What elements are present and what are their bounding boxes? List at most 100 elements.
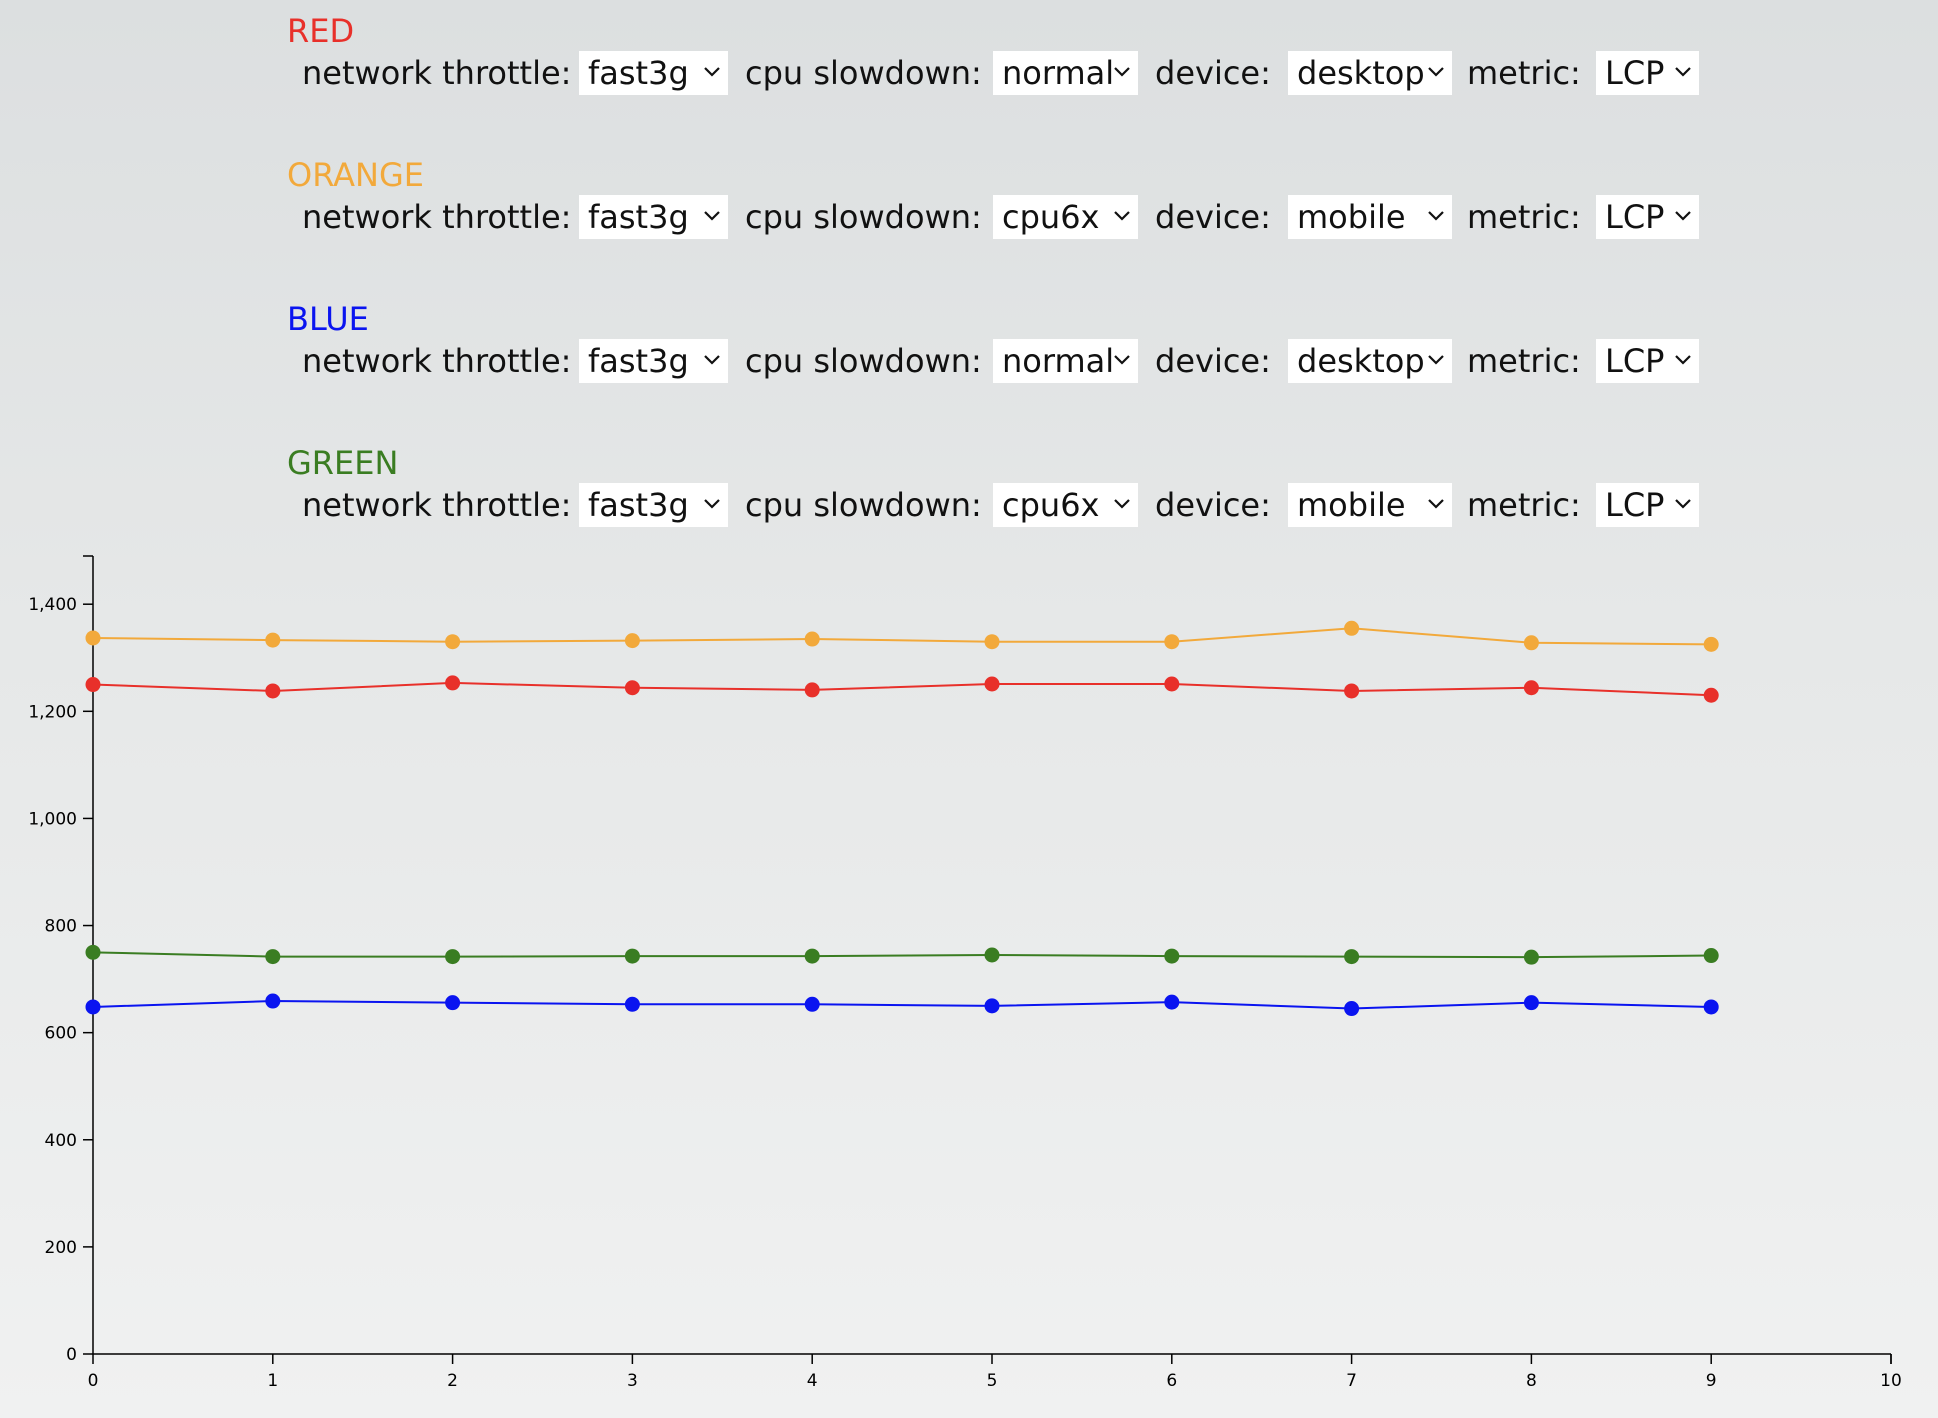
data-point bbox=[1523, 995, 1539, 1011]
network-throttle-select[interactable]: fast3g bbox=[579, 51, 728, 95]
y-tick-label: 800 bbox=[45, 917, 77, 937]
config-name-label: BLUE bbox=[287, 300, 369, 338]
metric-select[interactable]: LCP bbox=[1596, 195, 1699, 239]
metric-label: metric: bbox=[1467, 54, 1581, 92]
x-tick-label: 9 bbox=[1706, 1371, 1717, 1391]
chevron-down-icon bbox=[1114, 355, 1130, 365]
x-tick-label: 10 bbox=[1880, 1371, 1902, 1391]
device-select-value: mobile bbox=[1297, 486, 1406, 524]
data-point bbox=[85, 630, 101, 646]
chevron-down-icon bbox=[704, 499, 720, 509]
network-throttle-label: network throttle: bbox=[302, 342, 572, 380]
config-controls: network throttle: cpu slowdown: device: met… bbox=[287, 51, 1747, 95]
data-point bbox=[1164, 994, 1180, 1010]
data-point bbox=[984, 676, 1000, 692]
cpu-slowdown-select-value: normal bbox=[1002, 54, 1115, 92]
x-tick-label: 0 bbox=[88, 1371, 99, 1391]
metric-label: metric: bbox=[1467, 198, 1581, 236]
device-label: device: bbox=[1155, 54, 1271, 92]
device-select-value: desktop bbox=[1297, 342, 1425, 380]
cpu-slowdown-select[interactable]: cpu6x bbox=[993, 483, 1138, 527]
device-select[interactable]: mobile bbox=[1288, 483, 1452, 527]
data-point bbox=[624, 948, 640, 964]
x-tick-label: 3 bbox=[627, 1371, 638, 1391]
y-tick-label: 0 bbox=[66, 1345, 77, 1365]
series-line bbox=[92, 1000, 1712, 1010]
data-point bbox=[1703, 687, 1719, 703]
network-throttle-select[interactable]: fast3g bbox=[579, 483, 728, 527]
cpu-slowdown-label: cpu slowdown: bbox=[745, 54, 982, 92]
config-green: GREEN network throttle: cpu slowdown: devic… bbox=[287, 443, 1747, 527]
data-point bbox=[445, 995, 461, 1011]
network-throttle-select-value: fast3g bbox=[588, 198, 689, 236]
data-point bbox=[1344, 949, 1360, 965]
metric-select[interactable]: LCP bbox=[1596, 339, 1699, 383]
data-point bbox=[1703, 999, 1719, 1015]
data-point bbox=[624, 680, 640, 696]
metric-select[interactable]: LCP bbox=[1596, 483, 1699, 527]
network-throttle-label: network throttle: bbox=[302, 198, 572, 236]
metric-select[interactable]: LCP bbox=[1596, 51, 1699, 95]
data-point bbox=[265, 949, 281, 965]
device-label: device: bbox=[1155, 198, 1271, 236]
y-tick-label: 1,000 bbox=[28, 809, 77, 829]
cpu-slowdown-select[interactable]: cpu6x bbox=[993, 195, 1138, 239]
x-tick-label: 5 bbox=[987, 1371, 998, 1391]
x-tick-label: 7 bbox=[1346, 1371, 1357, 1391]
y-tick-label: 1,200 bbox=[28, 702, 77, 722]
cpu-slowdown-select-value: normal bbox=[1002, 342, 1115, 380]
data-point bbox=[1164, 948, 1180, 964]
cpu-slowdown-select[interactable]: normal bbox=[993, 339, 1138, 383]
data-point bbox=[804, 682, 820, 698]
device-select[interactable]: desktop bbox=[1288, 339, 1452, 383]
data-point bbox=[1344, 620, 1360, 636]
device-label: device: bbox=[1155, 342, 1271, 380]
metric-select-value: LCP bbox=[1605, 198, 1665, 236]
data-point bbox=[1164, 676, 1180, 692]
config-orange: ORANGE network throttle: cpu slowdown: devi… bbox=[287, 155, 1747, 239]
network-throttle-select[interactable]: fast3g bbox=[579, 195, 728, 239]
device-select-value: desktop bbox=[1297, 54, 1425, 92]
data-point bbox=[1164, 634, 1180, 650]
y-tick-label: 1,400 bbox=[28, 595, 77, 615]
data-point bbox=[624, 996, 640, 1012]
chevron-down-icon bbox=[1428, 355, 1444, 365]
config-name-label: GREEN bbox=[287, 444, 399, 482]
data-point bbox=[804, 996, 820, 1012]
metric-select-value: LCP bbox=[1605, 486, 1665, 524]
cpu-slowdown-select[interactable]: normal bbox=[993, 51, 1138, 95]
config-controls: network throttle: cpu slowdown: device: met… bbox=[287, 339, 1747, 383]
data-point bbox=[265, 683, 281, 699]
chevron-down-icon bbox=[704, 67, 720, 77]
chevron-down-icon bbox=[1114, 499, 1130, 509]
y-tick-label: 400 bbox=[45, 1131, 77, 1151]
device-select[interactable]: desktop bbox=[1288, 51, 1452, 95]
network-throttle-select[interactable]: fast3g bbox=[579, 339, 728, 383]
data-point bbox=[85, 999, 101, 1015]
data-point bbox=[984, 634, 1000, 650]
chevron-down-icon bbox=[1675, 355, 1691, 365]
data-point bbox=[1523, 680, 1539, 696]
metric-select-value: LCP bbox=[1605, 54, 1665, 92]
network-throttle-label: network throttle: bbox=[302, 486, 572, 524]
series-line bbox=[92, 627, 1712, 646]
metric-select-value: LCP bbox=[1605, 342, 1665, 380]
metric-label: metric: bbox=[1467, 486, 1581, 524]
chevron-down-icon bbox=[1428, 67, 1444, 77]
device-select[interactable]: mobile bbox=[1288, 195, 1452, 239]
y-tick-label: 600 bbox=[45, 1024, 77, 1044]
chevron-down-icon bbox=[1675, 67, 1691, 77]
x-tick-label: 6 bbox=[1166, 1371, 1177, 1391]
series-line bbox=[92, 951, 1712, 959]
network-throttle-select-value: fast3g bbox=[588, 342, 689, 380]
config-name-label: ORANGE bbox=[287, 156, 424, 194]
data-point bbox=[1703, 948, 1719, 964]
cpu-slowdown-select-value: cpu6x bbox=[1002, 198, 1100, 236]
config-controls: network throttle: cpu slowdown: device: met… bbox=[287, 483, 1747, 527]
data-point bbox=[85, 944, 101, 960]
cpu-slowdown-label: cpu slowdown: bbox=[745, 198, 982, 236]
x-tick-label: 2 bbox=[447, 1371, 458, 1391]
data-point bbox=[624, 633, 640, 649]
x-tick-label: 1 bbox=[267, 1371, 278, 1391]
